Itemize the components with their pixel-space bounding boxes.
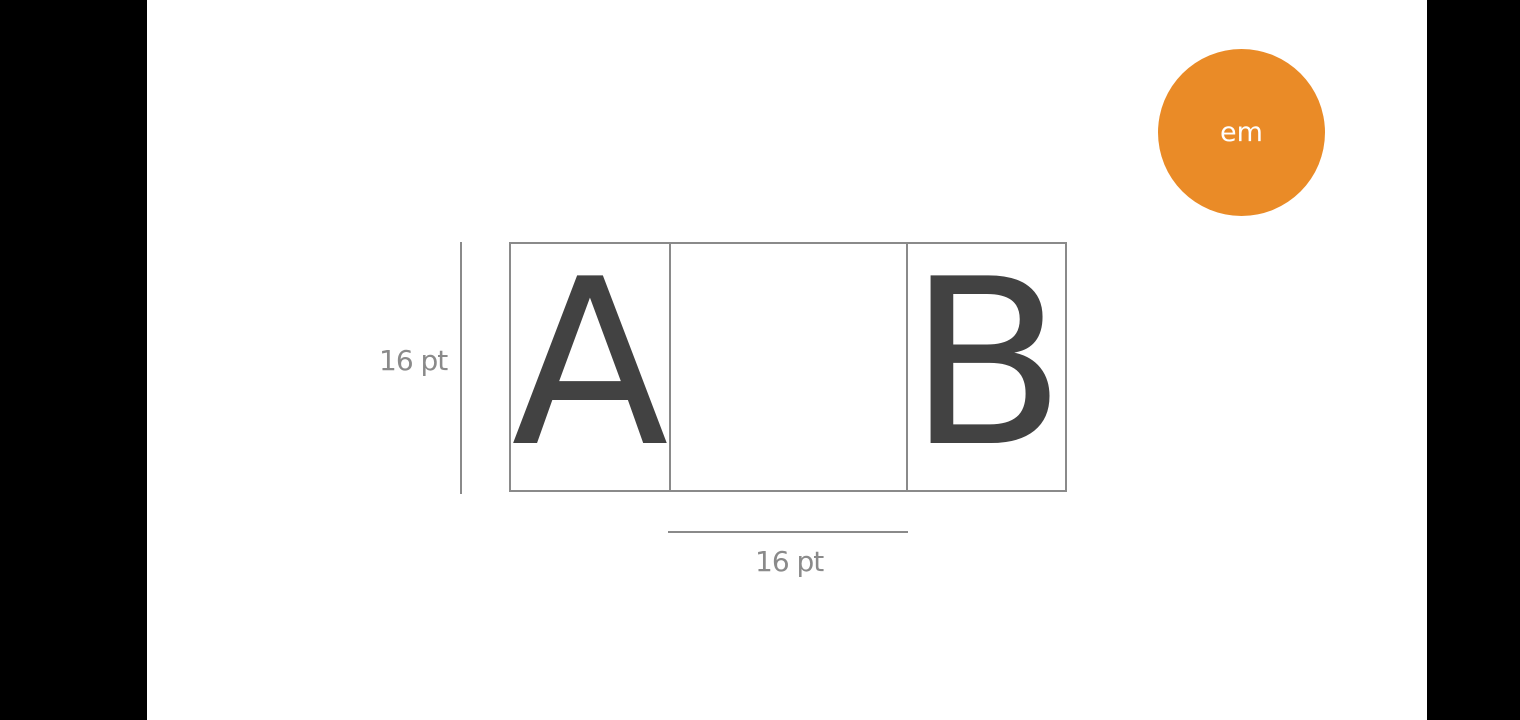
glyph-box-b: B bbox=[906, 242, 1067, 492]
em-badge: em bbox=[1158, 49, 1325, 216]
height-dimension-line bbox=[460, 242, 462, 494]
em-space-box bbox=[669, 242, 908, 492]
glyph-a: A bbox=[511, 231, 669, 498]
height-dimension-label: 16 pt bbox=[379, 344, 448, 377]
letterbox-right bbox=[1427, 0, 1520, 720]
glyph-b: B bbox=[908, 231, 1066, 498]
letterbox-left bbox=[0, 0, 147, 720]
glyph-box-a: A bbox=[509, 242, 671, 492]
slide-canvas: em 16 pt A B 16 pt bbox=[147, 0, 1427, 720]
em-badge-label: em bbox=[1220, 117, 1263, 148]
width-dimension-line bbox=[668, 531, 908, 533]
width-dimension-label: 16 pt bbox=[755, 545, 824, 578]
